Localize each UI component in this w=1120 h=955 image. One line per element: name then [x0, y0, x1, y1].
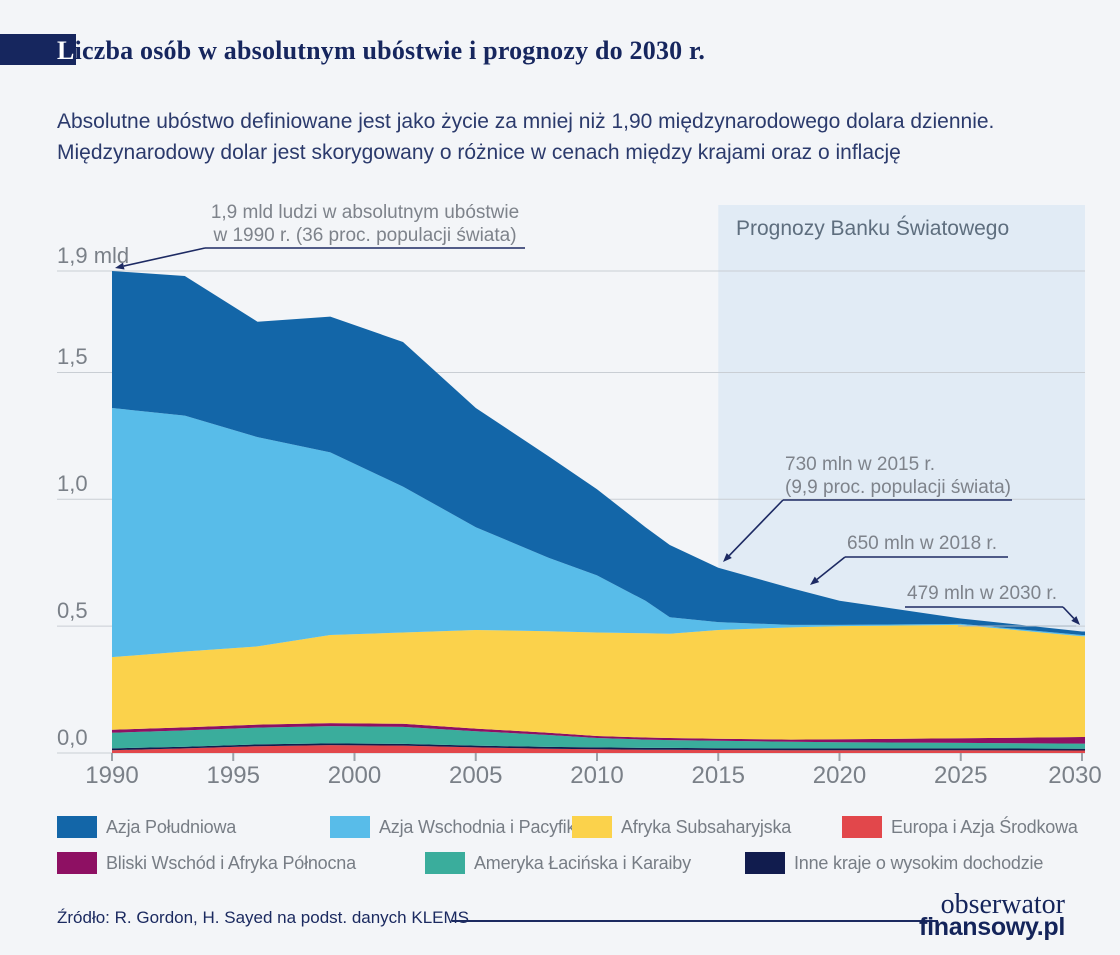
- subtitle-line: Absolutne ubóstwo definiowane jest jako …: [57, 110, 995, 133]
- x-axis-label: 1990: [85, 762, 139, 789]
- forecast-region-label: Prognozy Banku Światowego: [736, 217, 1010, 240]
- legend-swatch: [745, 852, 785, 874]
- legend-swatch: [57, 852, 97, 874]
- logo-finansowy: finansowy.pl: [919, 913, 1065, 941]
- title-accent-block: [0, 34, 76, 65]
- legend-label: Europa i Azja Środkowa: [891, 816, 1078, 837]
- annotation-2018: 650 mln w 2018 r.: [847, 533, 997, 554]
- legend-label: Azja Południowa: [106, 816, 237, 837]
- legend-item: Inne kraje o wysokim dochodzie: [745, 852, 1043, 874]
- x-axis-label: 2005: [449, 762, 503, 789]
- legend-label: Azja Wschodnia i Pacyfik: [379, 816, 576, 837]
- subtitle-line: Międzynarodowy dolar jest skorygowany o …: [57, 141, 901, 164]
- legend-item: Azja Południowa: [57, 816, 236, 838]
- legend-item: Ameryka Łacińska i Karaiby: [425, 852, 691, 874]
- legend-swatch: [425, 852, 465, 874]
- legend-label: Ameryka Łacińska i Karaiby: [474, 852, 691, 873]
- legend-item: Azja Wschodnia i Pacyfik: [330, 816, 575, 838]
- legend-label: Bliski Wschód i Afryka Północna: [106, 852, 356, 873]
- legend-label: Inne kraje o wysokim dochodzie: [794, 852, 1044, 873]
- y-axis-label: 1,5: [57, 344, 88, 370]
- annotation-2015: 730 mln w 2015 r. (9,9 proc. populacji ś…: [785, 454, 1011, 498]
- annotation-2030: 479 mln w 2030 r.: [907, 583, 1057, 604]
- x-axis-label: 2025: [934, 762, 988, 789]
- chart-subtitle: Absolutne ubóstwo definiowane jest jako …: [57, 106, 994, 168]
- legend-item: Afryka Subsaharyjska: [572, 816, 791, 838]
- x-axis-label: 2020: [812, 762, 867, 789]
- legend-swatch: [330, 816, 370, 838]
- title-first-letter: L: [57, 36, 75, 65]
- legend-item: Bliski Wschód i Afryka Północna: [57, 852, 356, 874]
- y-axis-label: 1,0: [57, 471, 88, 497]
- source-note: Źródło: R. Gordon, H. Sayed na podst. da…: [57, 908, 469, 927]
- x-axis-label: 2030: [1048, 762, 1102, 789]
- x-axis-label: 2010: [570, 762, 624, 789]
- y-axis-label: 0,5: [57, 598, 88, 624]
- legend-label: Afryka Subsaharyjska: [621, 816, 792, 837]
- x-axis-label: 2015: [691, 762, 745, 789]
- y-axis-label: 1,9 mld: [57, 242, 130, 268]
- page-title: Liczba osób w absolutnym ubóstwie i prog…: [57, 36, 706, 65]
- x-axis-label: 1995: [206, 762, 260, 789]
- y-axis-label: 0,0: [57, 725, 88, 750]
- annotation-peak-1990: 1,9 mld ludzi w absolutnym ubóstwie w 19…: [210, 202, 520, 246]
- legend-swatch: [57, 816, 97, 838]
- legend-item: Europa i Azja Środkowa: [842, 816, 1078, 838]
- x-axis-label: 2000: [327, 762, 382, 789]
- legend-swatch: [572, 816, 612, 838]
- legend-swatch: [842, 816, 882, 838]
- footer-rule: [452, 920, 938, 922]
- logo-obserwator: obserwator: [940, 889, 1065, 920]
